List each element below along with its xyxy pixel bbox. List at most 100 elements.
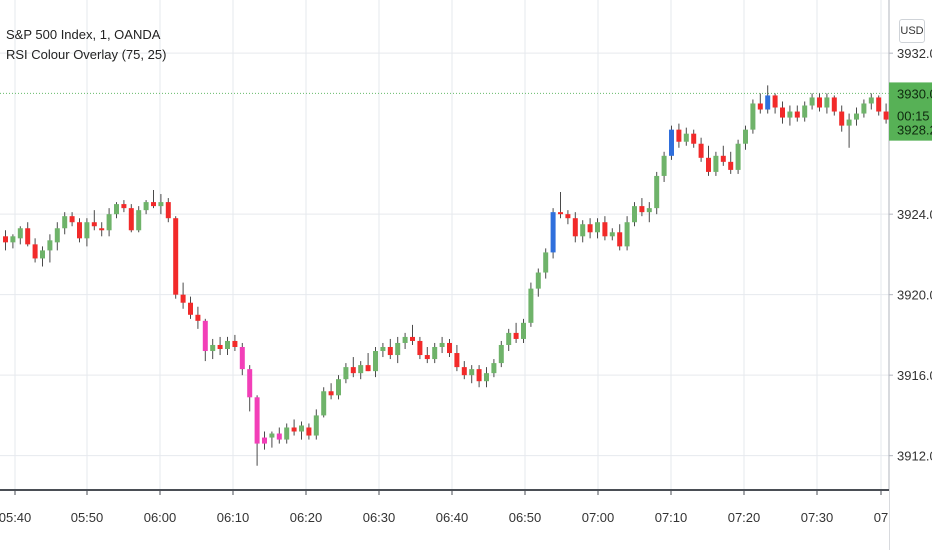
candle-body xyxy=(831,97,837,112)
candle-body xyxy=(387,346,393,356)
price-tick-label: 3924.0 xyxy=(897,207,932,222)
candle xyxy=(17,226,23,245)
candle-body xyxy=(780,107,785,118)
price-tag-label: 3928.2 xyxy=(897,123,932,138)
candle xyxy=(202,318,208,362)
candle xyxy=(558,192,563,219)
candle-body xyxy=(84,222,90,239)
candle xyxy=(328,383,334,400)
candle xyxy=(232,334,238,352)
candle-body xyxy=(358,365,364,374)
candle-body xyxy=(410,336,415,341)
indicator-label[interactable]: RSI Colour Overlay (75, 25) xyxy=(6,47,167,62)
candle xyxy=(217,336,223,356)
candle-body xyxy=(639,206,645,213)
candle xyxy=(299,421,304,440)
time-tick-label: 06:50 xyxy=(509,510,542,525)
candle-body xyxy=(743,129,748,144)
candle xyxy=(639,198,645,217)
candle xyxy=(654,171,660,215)
candle-body xyxy=(343,367,349,380)
candle xyxy=(550,208,556,259)
candle-body xyxy=(202,320,208,352)
candle xyxy=(188,296,193,319)
candle xyxy=(861,99,867,118)
candle xyxy=(543,248,549,279)
candle-body xyxy=(313,415,319,436)
candle-body xyxy=(217,344,223,350)
candle-body xyxy=(432,346,438,360)
price-tag-label: 3930.0 xyxy=(897,86,932,101)
candle xyxy=(432,342,438,364)
candle-body xyxy=(535,272,541,289)
candle xyxy=(794,105,800,122)
time-tick-label: 05:40 xyxy=(0,510,31,525)
candle xyxy=(114,202,119,219)
candle-body xyxy=(587,224,593,233)
candle xyxy=(358,361,364,380)
candle-body xyxy=(3,236,8,243)
candle-body xyxy=(373,351,378,372)
candle-body xyxy=(846,119,852,126)
candle xyxy=(595,218,600,239)
candle-body xyxy=(380,346,386,352)
candle-body xyxy=(528,288,534,323)
candle xyxy=(173,216,179,299)
time-axis[interactable]: 05:40 05:50 06:00 06:10 06:20 06:30 06:40 06:50… xyxy=(0,489,889,550)
candle-body xyxy=(247,369,253,398)
candle-body xyxy=(188,302,193,315)
candle-body xyxy=(350,367,356,374)
candle xyxy=(402,332,408,350)
currency-button[interactable]: USD xyxy=(899,19,925,43)
candle-body xyxy=(558,212,563,215)
candle xyxy=(439,336,445,354)
candle-body xyxy=(151,202,156,207)
candle-body xyxy=(506,332,512,345)
symbol-title[interactable]: S&P 500 Index, 1, OANDA xyxy=(6,27,161,42)
candle-body xyxy=(239,346,245,370)
candle-body xyxy=(802,105,808,118)
candle xyxy=(32,238,38,263)
candle-body xyxy=(69,216,75,223)
candle xyxy=(424,346,430,364)
candle-body xyxy=(91,222,97,227)
candle-body xyxy=(269,433,275,438)
time-tick-label: 06:20 xyxy=(290,510,323,525)
candle xyxy=(617,224,623,251)
candle-body xyxy=(757,103,763,110)
candle xyxy=(743,125,748,150)
candle-body xyxy=(54,228,60,243)
candle-body xyxy=(306,427,312,436)
time-tick-label: 06:30 xyxy=(363,510,396,525)
candle-body xyxy=(654,175,660,209)
candle xyxy=(735,139,741,174)
candle-body xyxy=(595,222,600,233)
candle xyxy=(461,361,467,380)
time-tick-label: 07 xyxy=(874,510,888,525)
candle-body xyxy=(476,369,482,382)
candle xyxy=(757,93,763,114)
candle xyxy=(817,93,822,112)
candle xyxy=(99,222,105,237)
candle xyxy=(580,220,586,243)
candle-body xyxy=(424,355,430,360)
candle xyxy=(262,431,267,450)
candle xyxy=(646,202,652,223)
candle xyxy=(350,357,356,378)
candle xyxy=(772,93,778,114)
candle-body xyxy=(646,208,652,213)
candle xyxy=(62,212,68,235)
candle xyxy=(106,208,112,237)
candle-body xyxy=(683,133,689,142)
candle xyxy=(698,137,704,162)
candle xyxy=(780,101,785,124)
candle-body xyxy=(669,129,674,156)
candle-body xyxy=(328,391,334,396)
candle-body xyxy=(868,97,874,104)
candle-body xyxy=(291,427,297,432)
candle xyxy=(713,151,719,176)
candle-body xyxy=(336,379,341,396)
candle-body xyxy=(454,353,460,368)
candle-body xyxy=(10,236,16,243)
